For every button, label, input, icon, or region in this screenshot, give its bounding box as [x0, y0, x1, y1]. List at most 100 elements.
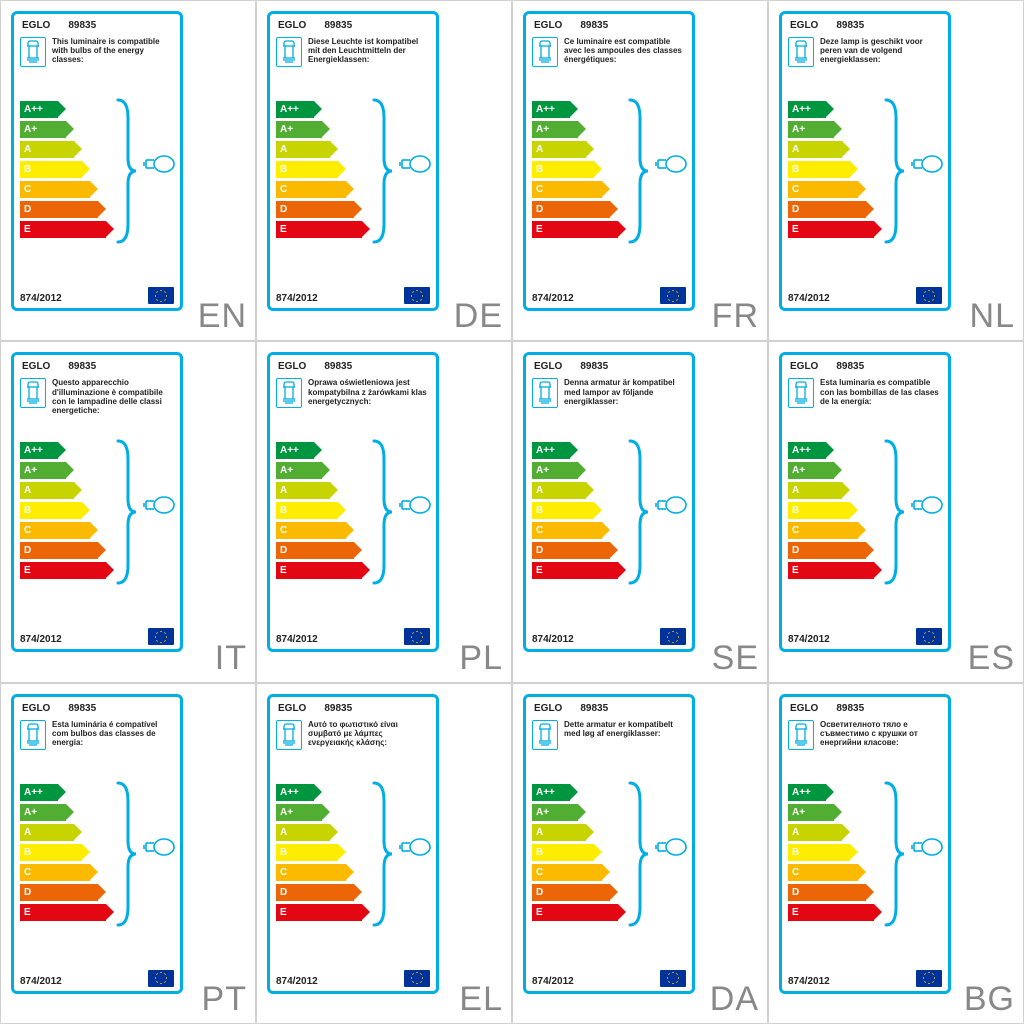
bulb-icon [654, 495, 688, 520]
energy-class-row: D [788, 883, 874, 902]
energy-label-card: EGLO89835Questo apparecchio d'illuminazi… [11, 352, 183, 652]
energy-class-row: A+ [788, 461, 874, 480]
energy-class-row: E [788, 561, 874, 580]
energy-class-row: B [532, 160, 618, 179]
energy-class-row: A+ [532, 461, 618, 480]
energy-class-arrow: E [20, 221, 106, 238]
bulb-icon [654, 154, 688, 179]
energy-class-row: A+ [20, 120, 106, 139]
energy-class-row: A [276, 140, 362, 159]
energy-class-arrow: C [20, 864, 90, 881]
model-text: 89835 [836, 361, 864, 372]
model-text: 89835 [324, 20, 352, 31]
energy-class-arrow: B [276, 161, 338, 178]
energy-label-card: EGLO89835Diese Leuchte ist kompatibel mi… [267, 11, 439, 311]
energy-class-arrow: C [276, 522, 346, 539]
description-text: Αυτό το φωτιστικό είναι συμβατό με λάμπε… [308, 720, 430, 748]
energy-class-row: D [276, 883, 362, 902]
energy-class-row: A [20, 823, 106, 842]
brand-text: EGLO [278, 361, 306, 372]
energy-class-arrows: A++A+ABCDE [532, 783, 618, 923]
energy-class-arrow: A [276, 824, 330, 841]
bulb-icon [142, 154, 176, 179]
energy-class-arrow: D [532, 884, 610, 901]
energy-class-arrow: A++ [20, 101, 58, 118]
energy-class-row: E [532, 220, 618, 239]
brace-icon [370, 781, 394, 932]
energy-class-row: A+ [20, 803, 106, 822]
bulb-icon [910, 495, 944, 520]
energy-class-row: A+ [532, 120, 618, 139]
energy-class-row: A [20, 481, 106, 500]
energy-class-row: E [532, 903, 618, 922]
energy-class-arrow: A [20, 824, 74, 841]
energy-class-arrow: A [532, 824, 586, 841]
energy-class-arrow: D [276, 201, 354, 218]
energy-class-arrow: A++ [788, 784, 826, 801]
energy-class-arrow: B [788, 502, 850, 519]
model-text: 89835 [836, 20, 864, 31]
energy-class-arrow: A++ [788, 101, 826, 118]
energy-class-arrow: E [20, 562, 106, 579]
energy-class-arrow: A+ [788, 804, 834, 821]
energy-class-arrow: E [276, 904, 362, 921]
energy-class-row: B [788, 160, 874, 179]
energy-class-row: D [788, 541, 874, 560]
energy-class-arrows: A++A+ABCDE [276, 100, 362, 240]
energy-class-row: B [788, 843, 874, 862]
label-cell: EGLO89835Deze lamp is geschikt voor pere… [768, 0, 1024, 341]
energy-class-row: E [788, 220, 874, 239]
model-text: 89835 [580, 703, 608, 714]
energy-class-arrows: A++A+ABCDE [276, 783, 362, 923]
energy-class-row: B [20, 843, 106, 862]
energy-class-row: A+ [20, 461, 106, 480]
language-code: DA [710, 980, 759, 1019]
brace-icon [370, 98, 394, 249]
language-code: FR [712, 297, 759, 336]
language-code: NL [970, 297, 1015, 336]
energy-class-arrow: E [276, 562, 362, 579]
description-text: Questo apparecchio d'illuminazione è com… [52, 378, 174, 415]
energy-class-arrow: D [20, 542, 98, 559]
energy-class-arrow: E [532, 221, 618, 238]
regulation-text: 874/2012 [20, 976, 62, 987]
regulation-text: 874/2012 [20, 634, 62, 645]
energy-class-arrow: D [788, 884, 866, 901]
energy-class-row: E [276, 220, 362, 239]
eu-flag-icon [404, 287, 430, 304]
energy-class-row: A [276, 481, 362, 500]
energy-class-arrow: B [20, 502, 82, 519]
energy-class-arrow: A [20, 141, 74, 158]
energy-class-arrow: A+ [532, 804, 578, 821]
energy-class-arrow: A++ [20, 442, 58, 459]
bulb-icon [910, 154, 944, 179]
model-text: 89835 [324, 361, 352, 372]
brand-text: EGLO [790, 703, 818, 714]
energy-class-arrows: A++A+ABCDE [788, 783, 874, 923]
energy-class-row: C [20, 863, 106, 882]
regulation-text: 874/2012 [788, 293, 830, 304]
energy-class-arrows: A++A+ABCDE [20, 441, 106, 581]
energy-class-row: E [20, 220, 106, 239]
brand-text: EGLO [790, 361, 818, 372]
lamp-icon [532, 37, 558, 67]
energy-class-row: A++ [276, 783, 362, 802]
energy-class-arrow: B [276, 844, 338, 861]
eu-flag-icon [660, 287, 686, 304]
energy-label-card: EGLO89835Oprawa oświetleniowa jest kompa… [267, 352, 439, 652]
energy-class-row: C [276, 863, 362, 882]
lamp-icon [276, 378, 302, 408]
energy-class-row: C [532, 180, 618, 199]
model-text: 89835 [324, 703, 352, 714]
energy-class-row: C [276, 521, 362, 540]
energy-class-arrow: D [276, 542, 354, 559]
energy-class-arrow: A+ [20, 121, 66, 138]
lamp-icon [20, 720, 46, 750]
eu-flag-icon [916, 628, 942, 645]
brace-icon [882, 98, 906, 249]
lamp-icon [788, 378, 814, 408]
lamp-icon [788, 720, 814, 750]
eu-flag-icon [148, 628, 174, 645]
energy-class-row: A [788, 481, 874, 500]
energy-class-arrows: A++A+ABCDE [20, 783, 106, 923]
